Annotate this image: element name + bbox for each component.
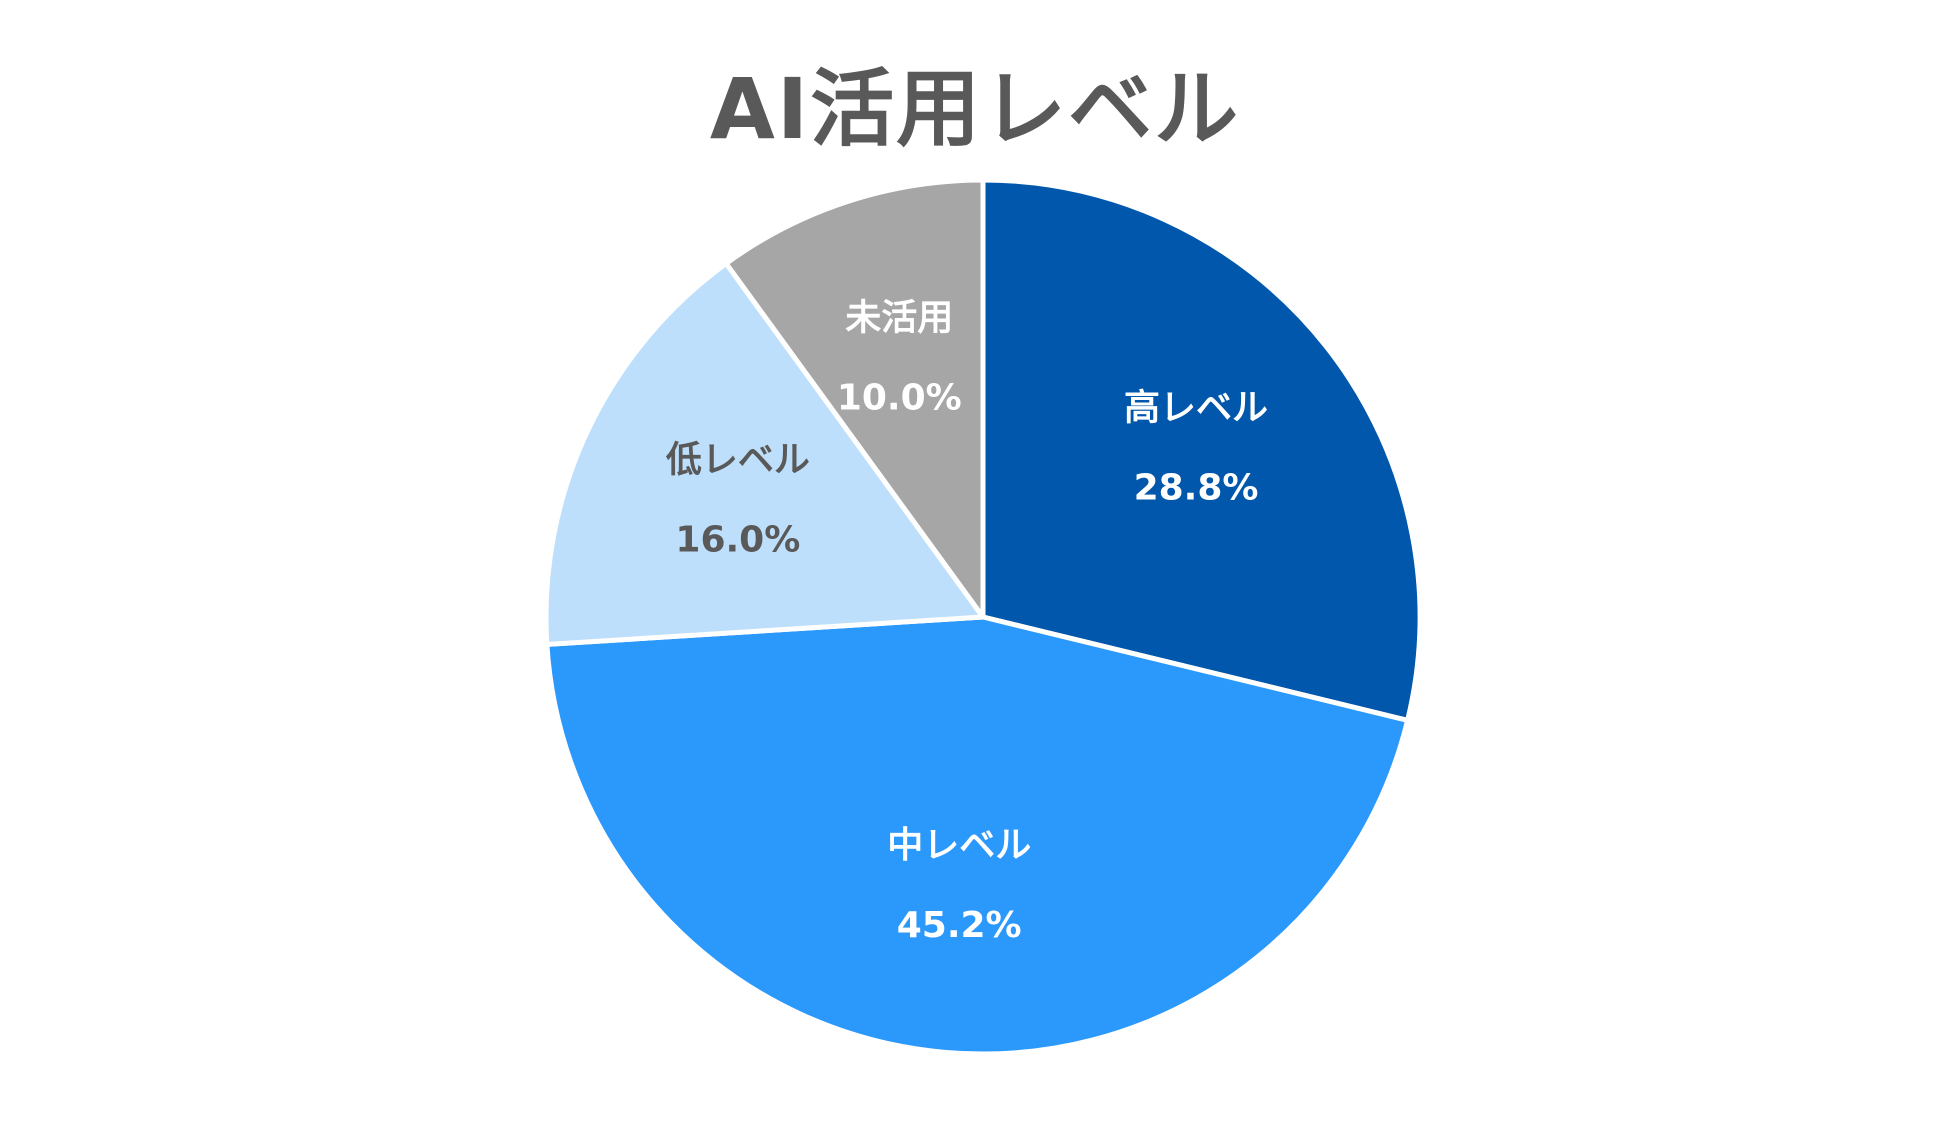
slice-category-label: 低レベル <box>666 440 810 481</box>
slice-value-label: 10.0% <box>837 377 962 418</box>
slice-category-label: 中レベル <box>887 825 1031 866</box>
slice-value-label: 45.2% <box>897 905 1022 946</box>
slice-value-label: 16.0% <box>675 520 800 561</box>
pie-slice-3 <box>543 260 986 647</box>
pie-slice-2 <box>544 614 1411 1057</box>
slice-value-label: 28.8% <box>1134 468 1259 509</box>
chart-title: AI活用レベル <box>709 60 1241 158</box>
pie-slice-1 <box>980 177 1423 723</box>
pie-slices <box>543 177 1423 1057</box>
pie-labels: 高レベル 28.8% 中レベル 45.2% 低レベル 16.0% 未活用 10.0% <box>666 297 1268 946</box>
slice-category-label: 高レベル <box>1124 388 1268 429</box>
pie-slice-4 <box>723 177 986 620</box>
slice-category-label: 未活用 <box>845 297 953 338</box>
